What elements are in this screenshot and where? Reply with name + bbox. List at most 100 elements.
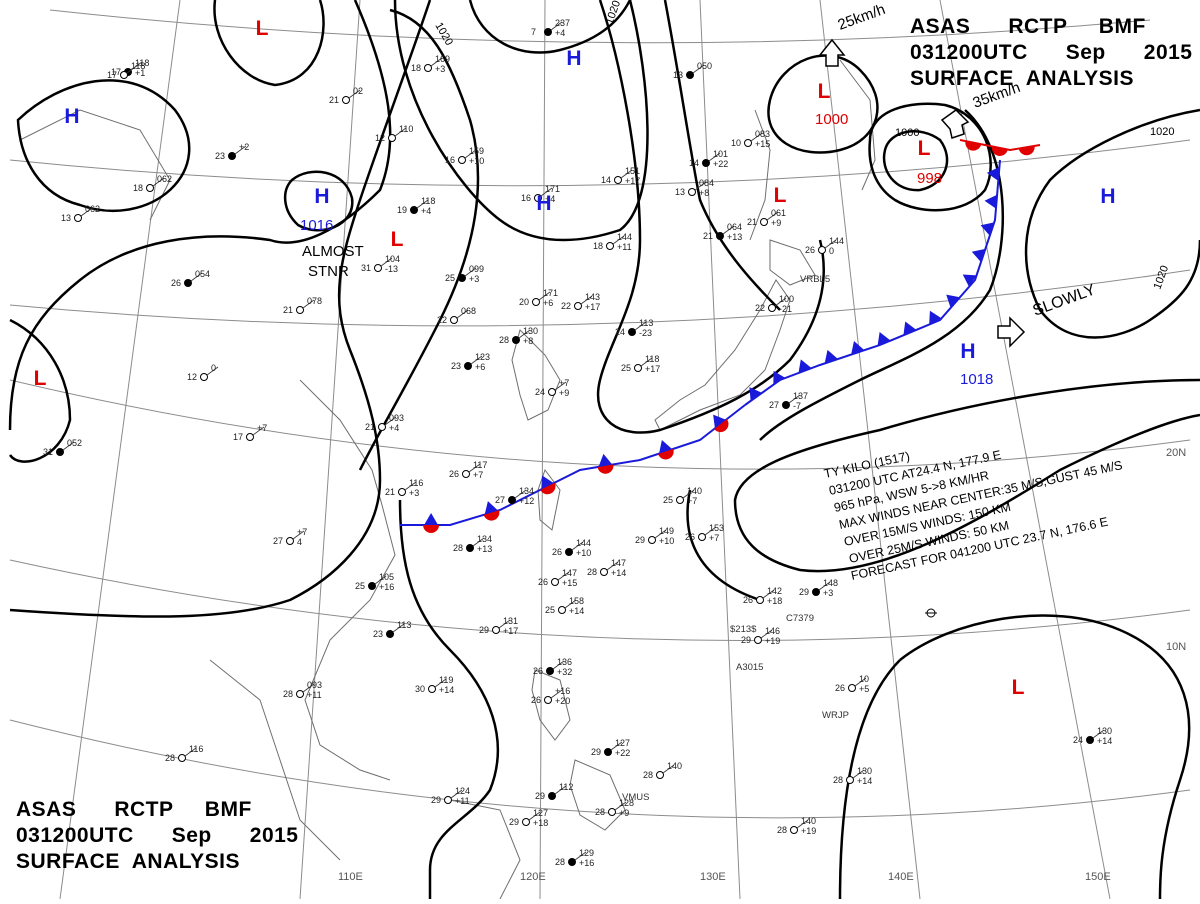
- station-circle-icon: [342, 96, 350, 104]
- station-plot: 142+18 26: [743, 586, 782, 606]
- station-temperature: 25: [355, 581, 365, 591]
- station-circle-icon: [656, 771, 664, 779]
- station-tendency: +14: [1097, 736, 1112, 746]
- lon-label: 150E: [1085, 871, 1111, 883]
- station-circle-icon: [608, 808, 616, 816]
- station-pressure: 146: [765, 626, 780, 636]
- warm-front-symbol: [423, 525, 440, 533]
- station-plot: 104-13 31: [361, 254, 400, 274]
- station-tendency: +4: [421, 206, 431, 216]
- station-temperature: 21: [703, 231, 713, 241]
- wind-barb-icon: [374, 575, 387, 585]
- cold-front-symbol: [798, 359, 812, 374]
- isobar: [767, 54, 879, 154]
- wind-barb-icon: [788, 394, 801, 404]
- station-tendency: +4: [389, 423, 399, 433]
- isobar-label: 1020: [1150, 126, 1174, 138]
- wind-barb-icon: [252, 426, 265, 436]
- isobar: [868, 102, 992, 212]
- station-pressure: 142: [767, 586, 782, 596]
- station-temperature: 7: [531, 27, 536, 37]
- station-pressure: 143: [585, 292, 600, 302]
- cold-front-symbol: [749, 387, 763, 401]
- cold-front-symbol: [980, 222, 995, 236]
- station-pressure: 105: [379, 572, 394, 582]
- station-pressure: 237: [555, 18, 570, 28]
- cold-front-symbol: [541, 475, 554, 490]
- wind-barb-icon: [464, 267, 477, 277]
- station-temperature: 18: [133, 183, 143, 193]
- wind-barb-icon: [554, 785, 567, 795]
- low-pressure-label: L: [256, 17, 269, 40]
- isobar-label: 1000: [895, 127, 919, 139]
- station-tendency: +32: [557, 667, 572, 677]
- station-plot: 116+3 21: [385, 478, 423, 498]
- station-temperature: 25: [545, 605, 555, 615]
- station-tendency: +14: [611, 568, 626, 578]
- station-circle-icon: [462, 470, 470, 478]
- isobar: [899, 614, 1191, 900]
- wind-barb-icon: [854, 677, 867, 687]
- station-plot: 113 23: [373, 620, 411, 639]
- wind-barb-icon: [760, 629, 773, 639]
- station-temperature: 16: [445, 155, 455, 165]
- wind-barb-icon: [614, 801, 627, 811]
- station-temperature: 28: [165, 753, 175, 763]
- wind-barb-icon: [206, 366, 219, 376]
- station-pressure: 068: [461, 306, 476, 316]
- isobar: [733, 378, 1200, 573]
- indochina-coast: [209, 659, 341, 861]
- station-circle-icon: [296, 306, 304, 314]
- korea-coast: [511, 329, 561, 421]
- wind-barb-icon: [574, 851, 587, 861]
- station-temperature: 19: [397, 205, 407, 215]
- station-temperature: 26: [531, 695, 541, 705]
- wind-barb-icon: [708, 152, 721, 162]
- station-circle-icon: [368, 582, 376, 590]
- station-temperature: 29: [799, 587, 809, 597]
- station-pressure: 151: [625, 166, 640, 176]
- station-circle-icon: [374, 264, 382, 272]
- station-pressure: 078: [307, 296, 322, 306]
- pressure-value: 998: [917, 170, 942, 187]
- station-temperature: 29: [479, 625, 489, 635]
- station-tendency: +10: [659, 536, 674, 546]
- wind-barb-icon: [62, 441, 75, 451]
- warm-front-line: [959, 139, 1041, 152]
- station-temperature: 26: [538, 577, 548, 587]
- station-circle-icon: [398, 488, 406, 496]
- warm-front-symbol: [1018, 145, 1035, 156]
- japan-coast: [654, 279, 791, 431]
- station-plot: 144+11 18: [593, 232, 632, 252]
- station-tendency: +11: [455, 796, 470, 806]
- station-tendency: 0: [829, 246, 834, 256]
- station-circle-icon: [676, 496, 684, 504]
- station-tendency: +9: [619, 808, 629, 818]
- station-plot: 118+17 25: [621, 354, 660, 374]
- station-tendency: +7: [709, 533, 719, 543]
- station-plot: 052 31: [43, 438, 82, 457]
- station-tendency: +4: [555, 28, 565, 38]
- station-temperature: 28: [283, 689, 293, 699]
- station-temperature: 12: [187, 372, 197, 382]
- latitude-line: [9, 269, 1191, 327]
- cold-front-symbol: [484, 501, 499, 515]
- isobar: [596, 0, 825, 434]
- lon-label: 130E: [700, 871, 726, 883]
- station-tendency: +22: [615, 748, 630, 758]
- station-plot: 02 21: [329, 86, 363, 105]
- wind-barb-icon: [464, 149, 477, 159]
- station-temperature: 30: [415, 684, 425, 694]
- station-pressure: 134: [477, 534, 492, 544]
- station-temperature: 17: [107, 70, 117, 80]
- wind-barb-icon: [470, 355, 483, 365]
- station-plot: 130+14 24: [1073, 726, 1112, 746]
- hokkaido-coast: [769, 239, 816, 286]
- wind-barb-icon: [234, 145, 247, 155]
- station-plot: 10+5 26: [835, 674, 869, 694]
- speed-label: 25km/h: [836, 1, 888, 34]
- cold-front-symbol: [877, 332, 891, 346]
- station-pressure: 113: [397, 620, 411, 630]
- station-pressure: 149: [659, 526, 674, 536]
